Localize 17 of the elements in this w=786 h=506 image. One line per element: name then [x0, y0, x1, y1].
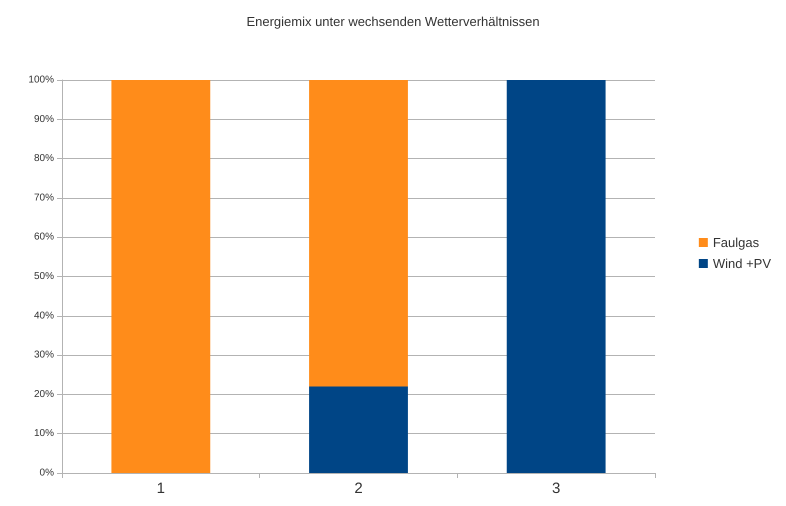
x-tick-label: 3: [552, 480, 560, 497]
legend-label: Faulgas: [712, 235, 760, 250]
y-tick-label: 70%: [34, 192, 54, 204]
y-tick-label: 30%: [34, 350, 54, 361]
x-tick-label: 2: [354, 480, 363, 497]
chart-title: Energiemix unter wechsenden Wetterverhältnissen: [246, 14, 540, 29]
y-tick-label: 100%: [28, 74, 54, 86]
y-tick-label: 10%: [34, 428, 54, 440]
y-tick-label: 50%: [34, 271, 54, 282]
y-tick-label: 40%: [34, 310, 54, 322]
y-tick-label: 90%: [34, 114, 54, 125]
legend-label: Wind +PV: [712, 256, 772, 271]
y-tick-label: 20%: [34, 388, 54, 400]
y-tick-label: 80%: [34, 153, 54, 164]
y-tick-label: 60%: [34, 232, 54, 243]
x-tick-label: 1: [156, 480, 166, 497]
y-tick-label: 0%: [40, 468, 54, 478]
